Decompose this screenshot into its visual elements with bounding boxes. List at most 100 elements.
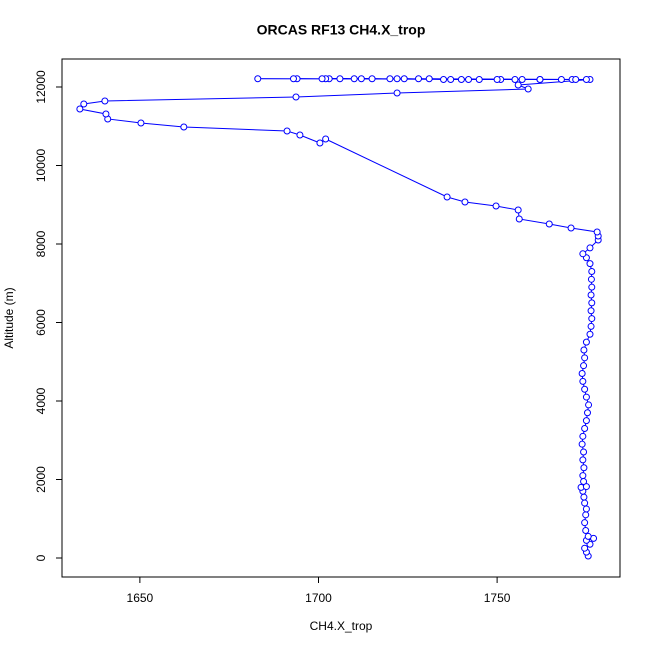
data-point — [545, 220, 553, 228]
data-point — [318, 75, 326, 83]
data-point — [461, 198, 469, 206]
data-point — [586, 260, 594, 268]
data-point — [593, 228, 601, 236]
y-axis-label: Altitude (m) — [2, 287, 16, 348]
data-point — [443, 193, 451, 201]
data-point — [425, 75, 433, 83]
data-point — [518, 76, 526, 84]
x-tick-label: 1650 — [127, 591, 154, 605]
data-point — [582, 505, 590, 513]
data-point — [581, 424, 589, 432]
data-point — [514, 81, 522, 89]
data-point — [493, 76, 501, 84]
data-point — [515, 215, 523, 223]
data-point — [586, 244, 594, 252]
data-point — [587, 291, 595, 299]
data-point — [336, 75, 344, 83]
data-point — [583, 409, 591, 417]
data-point — [76, 105, 84, 113]
data-point — [447, 76, 455, 84]
data-point — [572, 76, 580, 84]
data-point — [588, 283, 596, 291]
data-point — [588, 299, 596, 307]
data-point — [557, 76, 565, 84]
data-point — [581, 519, 589, 527]
data-point — [514, 206, 522, 214]
data-point — [524, 85, 532, 93]
data-point — [580, 362, 588, 370]
data-point — [289, 75, 297, 83]
data-point — [579, 432, 587, 440]
x-axis-label: CH4.X_trop — [310, 619, 373, 633]
data-point — [585, 401, 593, 409]
y-tick-label: 10000 — [34, 148, 48, 182]
data-point — [582, 76, 590, 84]
data-point — [580, 493, 588, 501]
data-point — [581, 354, 589, 362]
data-point — [586, 330, 594, 338]
data-point — [584, 532, 592, 540]
data-point — [581, 385, 589, 393]
data-point — [137, 119, 145, 127]
data-point — [581, 544, 589, 552]
data-point — [536, 76, 544, 84]
y-tick-label: 2000 — [34, 466, 48, 493]
y-tick-label: 4000 — [34, 387, 48, 414]
data-point — [582, 338, 590, 346]
data-point — [292, 93, 300, 101]
data-point — [588, 267, 596, 275]
data-point — [582, 511, 590, 519]
data-point — [579, 472, 587, 480]
data-point — [457, 76, 465, 84]
data-point — [80, 100, 88, 108]
data-point — [587, 307, 595, 315]
data-point — [579, 250, 587, 258]
data-point — [580, 477, 588, 485]
data-point — [393, 89, 401, 97]
data-point — [511, 76, 519, 84]
data-point — [465, 76, 473, 84]
chart-title: ORCAS RF13 CH4.X_trop — [257, 22, 426, 38]
data-point — [492, 202, 500, 210]
data-point — [350, 75, 358, 83]
data-line — [78, 78, 599, 557]
data-point — [580, 464, 588, 472]
data-point — [579, 377, 587, 385]
data-point — [580, 448, 588, 456]
data-point — [582, 527, 590, 535]
data-point — [582, 393, 590, 401]
data-point — [101, 97, 109, 105]
y-tick-label: 6000 — [34, 309, 48, 336]
data-point — [357, 75, 365, 83]
data-point — [368, 75, 376, 83]
data-point — [316, 139, 324, 147]
data-point — [579, 456, 587, 464]
y-tick-label: 0 — [34, 554, 48, 561]
data-point — [440, 76, 448, 84]
data-point — [582, 417, 590, 425]
x-tick-label: 1750 — [484, 591, 511, 605]
data-point — [475, 76, 483, 84]
data-point — [582, 483, 590, 491]
data-point — [587, 275, 595, 283]
data-point — [102, 110, 110, 118]
data-point — [581, 499, 589, 507]
data-point — [400, 75, 408, 83]
data-point — [567, 224, 575, 232]
data-point — [578, 440, 586, 448]
x-tick-label: 1700 — [305, 591, 332, 605]
data-point — [393, 75, 401, 83]
data-point — [415, 75, 423, 83]
data-point — [254, 75, 262, 83]
data-point — [588, 315, 596, 323]
y-tick-label: 8000 — [34, 230, 48, 257]
data-point — [180, 123, 188, 131]
data-point — [587, 322, 595, 330]
data-point — [578, 370, 586, 378]
y-tick-label: 12000 — [34, 70, 48, 104]
data-point — [283, 127, 291, 135]
data-point — [580, 346, 588, 354]
data-point — [322, 135, 330, 143]
plot-frame — [61, 58, 621, 578]
